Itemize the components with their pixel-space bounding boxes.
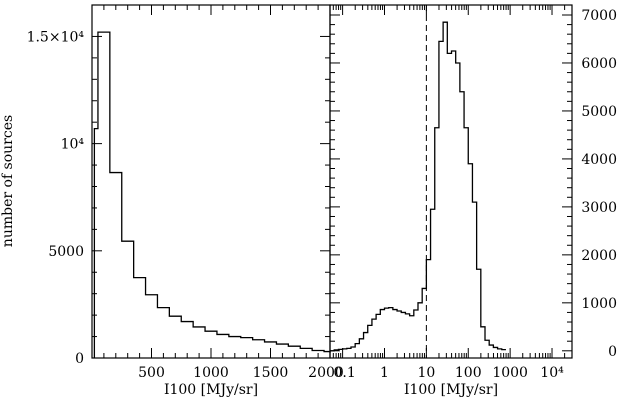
left-y-tick-label: 10⁴ [61,137,85,153]
right-x-tick-label: 0.1 [333,365,355,381]
right-x-tick-label: 10⁴ [540,365,564,381]
right-y-tick-label: 6000 [581,56,617,72]
left-x-tick-label: 1500 [253,365,289,381]
right-x-tick-label: 1000 [492,365,528,381]
left-y-tick-label: 1.5×10⁴ [27,29,85,45]
right-x-tick-label: 10 [417,365,435,381]
right-y-tick-label: 4000 [581,152,617,168]
right-ticks [330,5,572,358]
right-histogram-line [330,21,506,352]
right-plot-frame [329,4,573,359]
left-y-tick-label: 0 [75,351,84,367]
left-histogram-line [93,31,331,358]
left-panel: 500 1000 1500 2000 0 5000 10⁴ 1.5×10⁴ I100 [MJy… [0,4,344,398]
left-tick-labels: 500 1000 1500 2000 0 5000 10⁴ 1.5×10⁴ [27,29,344,381]
right-y-tick-label: 7000 [581,8,617,24]
right-panel: 0.1 1 10 100 1000 10⁴ 0 1000 2000 3000 4000 5000 600… [329,4,617,398]
right-y-tick-label: 3000 [581,200,617,216]
left-x-tick-label: 2000 [308,365,344,381]
left-y-tick-label: 5000 [48,244,84,260]
right-y-tick-label: 2000 [581,248,617,264]
right-x-axis-label: I100 [MJy/sr] [404,382,498,398]
right-x-tick-label: 1 [380,365,389,381]
left-x-axis-label: I100 [MJy/sr] [164,382,258,398]
y-axis-label: number of sources [0,115,16,247]
left-histogram [93,31,331,358]
right-y-tick-label: 0 [608,344,617,360]
right-tick-labels: 0.1 1 10 100 1000 10⁴ 0 1000 2000 3000 4000 5000 600… [333,8,617,381]
right-x-tick-label: 100 [455,365,482,381]
right-y-tick-label: 5000 [581,104,617,120]
right-y-tick-label: 1000 [581,296,617,312]
left-ticks [92,5,330,358]
left-plot-frame [91,4,331,359]
right-histogram [330,21,506,352]
left-x-tick-label: 500 [138,365,165,381]
left-x-tick-label: 1000 [193,365,229,381]
